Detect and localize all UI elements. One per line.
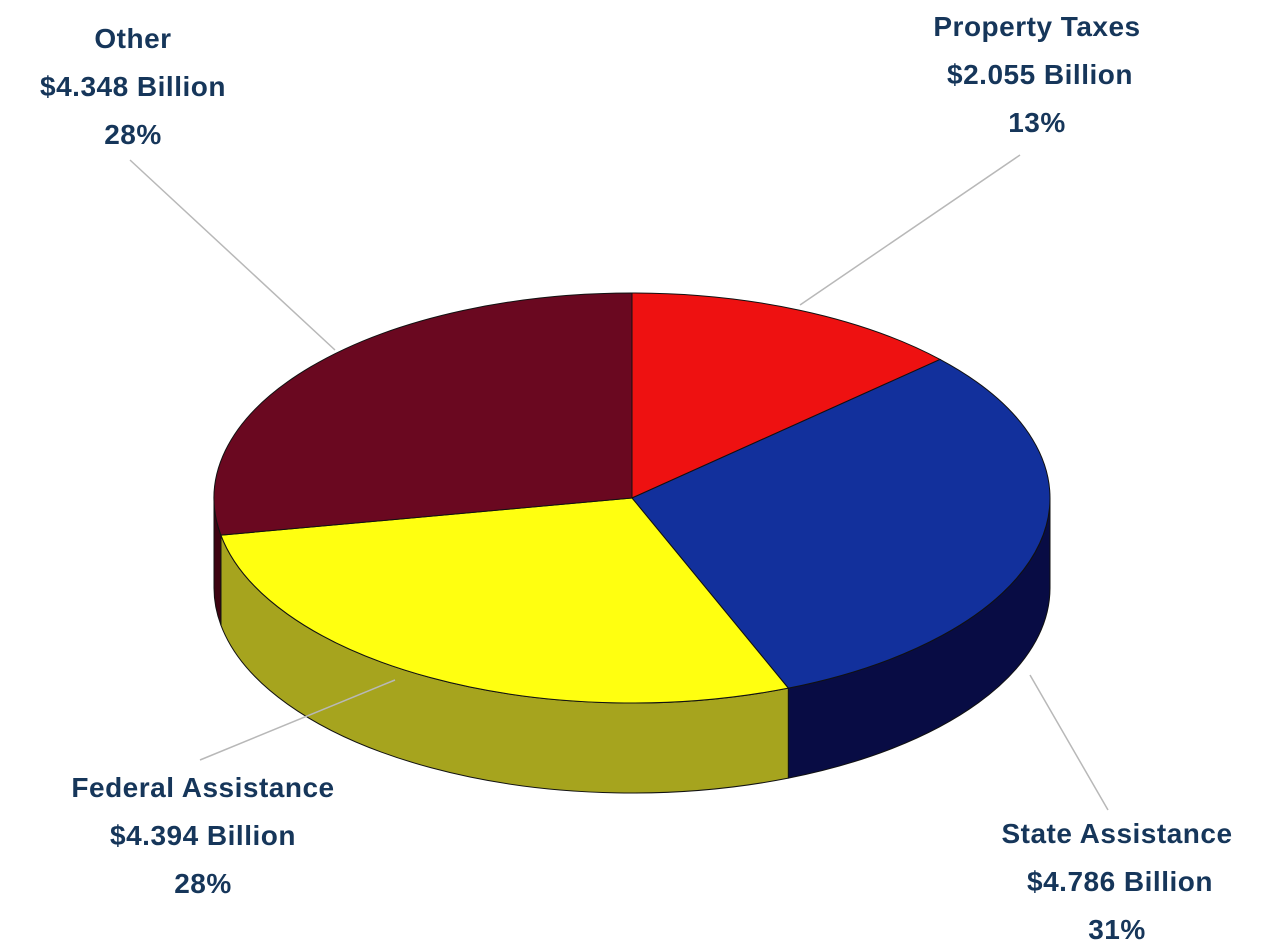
pie-slice-state-assistance	[631, 358, 1051, 689]
label-state-assistance-percent: 31%	[1088, 914, 1146, 942]
label-state-assistance-name: State Assistance	[1001, 818, 1232, 849]
label-federal-assistance-amount: $4.394 Billion	[110, 820, 296, 851]
pie-slice-property-taxes	[631, 292, 942, 499]
leader-line-federal-assistance	[199, 679, 396, 761]
leader-line-state-assistance	[1029, 674, 1109, 811]
label-federal-assistance-name: Federal Assistance	[71, 772, 334, 803]
label-property-taxes-percent: 13%	[1008, 107, 1066, 138]
label-other: Other $4.348 Billion 28%	[40, 23, 226, 150]
label-state-assistance: State Assistance $4.786 Billion 31%	[1001, 818, 1232, 942]
pie-tops	[213, 292, 1051, 704]
pie-slice-other	[213, 292, 633, 536]
pie-slice-federal-assistance	[220, 497, 790, 704]
label-other-name: Other	[94, 23, 171, 54]
label-property-taxes: Property Taxes $2.055 Billion 13%	[933, 11, 1140, 138]
leader-line-other	[129, 159, 336, 351]
label-other-percent: 28%	[104, 119, 162, 150]
leader-line-property-taxes	[799, 154, 1021, 306]
label-federal-assistance-percent: 28%	[174, 868, 232, 899]
label-state-assistance-amount: $4.786 Billion	[1027, 866, 1213, 897]
leader-lines	[129, 154, 1109, 811]
label-federal-assistance: Federal Assistance $4.394 Billion 28%	[71, 772, 334, 899]
label-property-taxes-name: Property Taxes	[933, 11, 1140, 42]
label-property-taxes-amount: $2.055 Billion	[947, 59, 1133, 90]
label-other-amount: $4.348 Billion	[40, 71, 226, 102]
